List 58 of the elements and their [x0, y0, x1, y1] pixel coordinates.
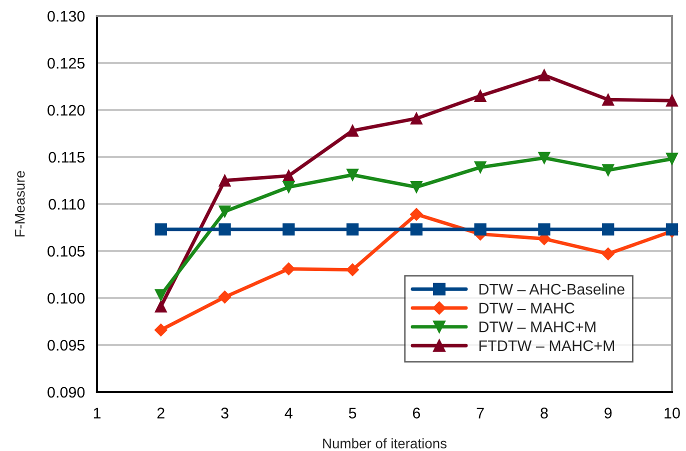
legend-label: DTW – MAHC+M [479, 322, 596, 332]
point [410, 208, 423, 221]
point [602, 247, 615, 260]
x-tick-label: 7 [476, 408, 484, 418]
y-tick-label: 0.120 [48, 104, 85, 116]
point [154, 300, 167, 313]
point [474, 161, 486, 174]
point [218, 223, 231, 236]
y-tick-label: 0.130 [48, 10, 85, 22]
point [666, 152, 678, 165]
point [218, 174, 231, 187]
point [602, 94, 614, 106]
legend-label: FTDTW – MAHC+M [479, 340, 614, 352]
x-tick-label: 6 [412, 408, 420, 418]
point [346, 124, 359, 137]
x-tick-label: 10 [664, 408, 680, 418]
x-tick-label: 3 [221, 408, 228, 418]
point [154, 324, 168, 336]
legend-label: DTW – AHC-Baseline [479, 283, 624, 295]
y-tick-label: 0.095 [48, 340, 85, 351]
point [602, 223, 614, 236]
point [346, 263, 359, 276]
point [154, 223, 167, 236]
point [666, 223, 678, 236]
x-tick-label: 5 [348, 408, 356, 418]
point [282, 181, 295, 194]
y-tick-label: 0.115 [48, 152, 85, 163]
point [282, 223, 295, 236]
point [346, 168, 359, 181]
point [602, 164, 614, 176]
x-tick-label: 2 [157, 408, 164, 418]
point [154, 289, 167, 302]
point [218, 205, 231, 218]
legend-label: DTW – MAHC [479, 302, 574, 314]
point [410, 181, 423, 194]
y-tick-label: 0.105 [48, 246, 85, 257]
y-axis-title: F-Measure [15, 171, 25, 236]
x-tick-label: 9 [604, 408, 612, 418]
y-tick-label: 0.100 [48, 292, 85, 304]
point [346, 223, 359, 236]
point [410, 112, 423, 125]
y-tick-label: 0.090 [48, 386, 85, 398]
y-tick-label: 0.125 [48, 58, 85, 69]
point [218, 290, 232, 304]
point [474, 90, 486, 102]
point [410, 223, 423, 236]
x-tick-label: 4 [284, 408, 292, 418]
point [474, 223, 486, 236]
x-axis-title: Number of iterations [323, 438, 447, 448]
point [666, 94, 678, 107]
point [282, 170, 295, 182]
x-tick-label: 1 [94, 408, 101, 418]
point [538, 69, 550, 82]
point [538, 152, 550, 164]
x-tick-label: 8 [540, 408, 548, 418]
point [538, 223, 550, 236]
y-tick-label: 0.110 [48, 198, 85, 210]
point [282, 262, 296, 276]
